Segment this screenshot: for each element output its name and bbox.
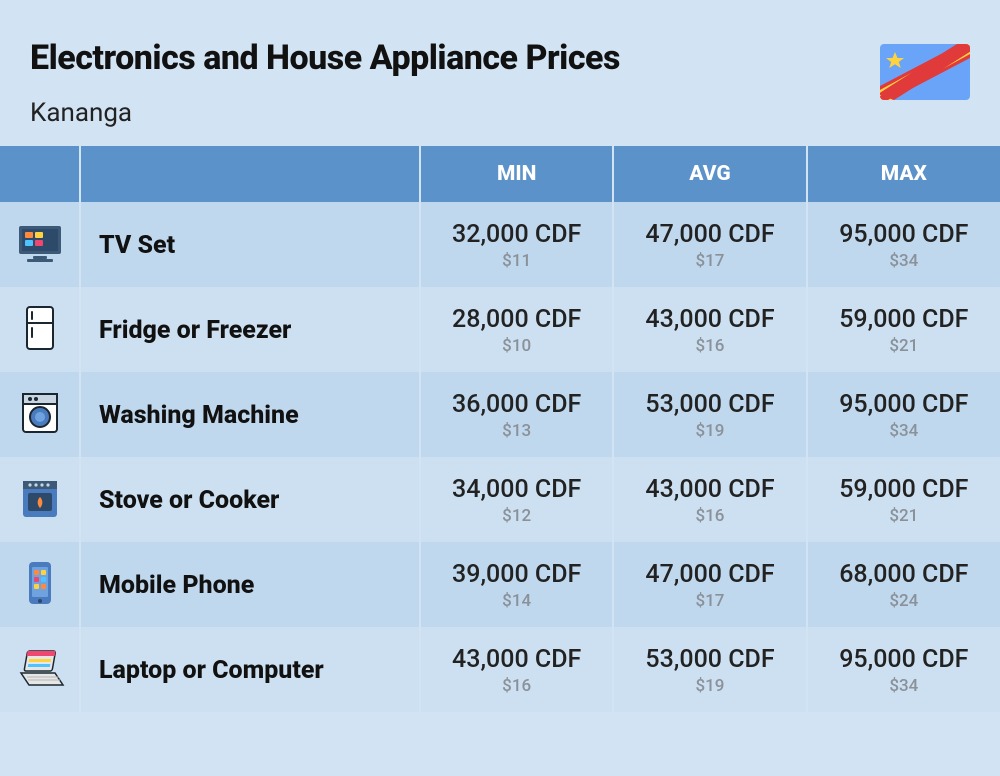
min-cdf: 36,000 CDF bbox=[431, 390, 602, 419]
avg-usd: $17 bbox=[624, 251, 795, 271]
avg-cdf: 43,000 CDF bbox=[624, 305, 795, 334]
avg-cdf: 53,000 CDF bbox=[624, 645, 795, 674]
row-max: 59,000 CDF $21 bbox=[807, 457, 1000, 542]
row-avg: 47,000 CDF $17 bbox=[613, 542, 806, 627]
max-usd: $34 bbox=[818, 251, 990, 271]
min-usd: $14 bbox=[431, 591, 602, 611]
avg-usd: $16 bbox=[624, 506, 795, 526]
col-max: MAX bbox=[807, 146, 1000, 202]
min-usd: $16 bbox=[431, 676, 602, 696]
row-icon-cell bbox=[0, 202, 80, 287]
row-avg: 53,000 CDF $19 bbox=[613, 627, 806, 712]
row-avg: 43,000 CDF $16 bbox=[613, 287, 806, 372]
table-row: Mobile Phone 39,000 CDF $14 47,000 CDF $… bbox=[0, 542, 1000, 627]
col-avg: AVG bbox=[613, 146, 806, 202]
flag-drc bbox=[880, 44, 970, 100]
row-icon-cell bbox=[0, 542, 80, 627]
row-name: Stove or Cooker bbox=[80, 457, 420, 542]
table-row: Stove or Cooker 34,000 CDF $12 43,000 CD… bbox=[0, 457, 1000, 542]
fridge-icon bbox=[15, 303, 65, 353]
min-cdf: 39,000 CDF bbox=[431, 560, 602, 589]
max-cdf: 95,000 CDF bbox=[818, 390, 990, 419]
row-avg: 43,000 CDF $16 bbox=[613, 457, 806, 542]
row-min: 43,000 CDF $16 bbox=[420, 627, 613, 712]
laptop-icon bbox=[15, 643, 65, 693]
row-icon-cell bbox=[0, 287, 80, 372]
max-cdf: 68,000 CDF bbox=[818, 560, 990, 589]
table-row: Laptop or Computer 43,000 CDF $16 53,000… bbox=[0, 627, 1000, 712]
tv-icon bbox=[15, 218, 65, 268]
col-name bbox=[80, 146, 420, 202]
page-subtitle: Kananga bbox=[30, 98, 970, 128]
max-usd: $21 bbox=[818, 506, 990, 526]
row-max: 68,000 CDF $24 bbox=[807, 542, 1000, 627]
row-name: Fridge or Freezer bbox=[80, 287, 420, 372]
max-usd: $34 bbox=[818, 676, 990, 696]
min-usd: $12 bbox=[431, 506, 602, 526]
max-usd: $34 bbox=[818, 421, 990, 441]
row-icon-cell bbox=[0, 627, 80, 712]
row-max: 95,000 CDF $34 bbox=[807, 627, 1000, 712]
min-cdf: 34,000 CDF bbox=[431, 475, 602, 504]
phone-icon bbox=[15, 558, 65, 608]
col-icon bbox=[0, 146, 80, 202]
max-usd: $21 bbox=[818, 336, 990, 356]
avg-cdf: 47,000 CDF bbox=[624, 220, 795, 249]
row-min: 39,000 CDF $14 bbox=[420, 542, 613, 627]
table-row: Washing Machine 36,000 CDF $13 53,000 CD… bbox=[0, 372, 1000, 457]
row-name: TV Set bbox=[80, 202, 420, 287]
avg-usd: $19 bbox=[624, 676, 795, 696]
min-cdf: 43,000 CDF bbox=[431, 645, 602, 674]
page-header: Electronics and House Appliance Prices K… bbox=[0, 0, 1000, 146]
page-title: Electronics and House Appliance Prices bbox=[30, 38, 970, 78]
row-avg: 53,000 CDF $19 bbox=[613, 372, 806, 457]
price-table: MIN AVG MAX TV Set 32,000 CDF $11 47,000… bbox=[0, 146, 1000, 712]
row-max: 95,000 CDF $34 bbox=[807, 372, 1000, 457]
min-usd: $13 bbox=[431, 421, 602, 441]
min-cdf: 28,000 CDF bbox=[431, 305, 602, 334]
avg-cdf: 53,000 CDF bbox=[624, 390, 795, 419]
avg-usd: $17 bbox=[624, 591, 795, 611]
max-cdf: 95,000 CDF bbox=[818, 645, 990, 674]
min-usd: $11 bbox=[431, 251, 602, 271]
stove-icon bbox=[15, 473, 65, 523]
row-icon-cell bbox=[0, 372, 80, 457]
row-icon-cell bbox=[0, 457, 80, 542]
min-usd: $10 bbox=[431, 336, 602, 356]
row-name: Mobile Phone bbox=[80, 542, 420, 627]
row-name: Laptop or Computer bbox=[80, 627, 420, 712]
washing-icon bbox=[15, 388, 65, 438]
avg-usd: $16 bbox=[624, 336, 795, 356]
avg-cdf: 43,000 CDF bbox=[624, 475, 795, 504]
max-cdf: 95,000 CDF bbox=[818, 220, 990, 249]
row-max: 95,000 CDF $34 bbox=[807, 202, 1000, 287]
min-cdf: 32,000 CDF bbox=[431, 220, 602, 249]
row-name: Washing Machine bbox=[80, 372, 420, 457]
table-row: TV Set 32,000 CDF $11 47,000 CDF $17 95,… bbox=[0, 202, 1000, 287]
max-usd: $24 bbox=[818, 591, 990, 611]
avg-cdf: 47,000 CDF bbox=[624, 560, 795, 589]
avg-usd: $19 bbox=[624, 421, 795, 441]
row-min: 28,000 CDF $10 bbox=[420, 287, 613, 372]
row-avg: 47,000 CDF $17 bbox=[613, 202, 806, 287]
row-min: 34,000 CDF $12 bbox=[420, 457, 613, 542]
max-cdf: 59,000 CDF bbox=[818, 305, 990, 334]
row-min: 32,000 CDF $11 bbox=[420, 202, 613, 287]
table-header-row: MIN AVG MAX bbox=[0, 146, 1000, 202]
row-min: 36,000 CDF $13 bbox=[420, 372, 613, 457]
table-row: Fridge or Freezer 28,000 CDF $10 43,000 … bbox=[0, 287, 1000, 372]
row-max: 59,000 CDF $21 bbox=[807, 287, 1000, 372]
max-cdf: 59,000 CDF bbox=[818, 475, 990, 504]
col-min: MIN bbox=[420, 146, 613, 202]
